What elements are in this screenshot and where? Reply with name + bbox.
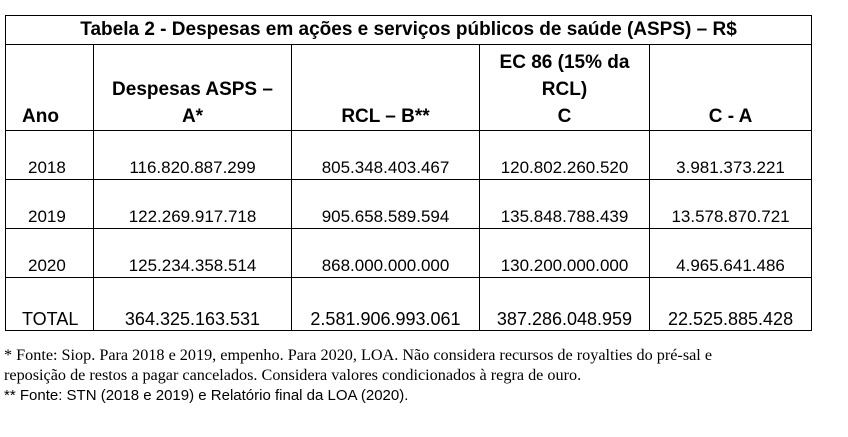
footnote-1-line-1: * Fonte: Siop. Para 2018 e 2019, empenho… xyxy=(4,346,713,364)
header-rcl: RCL – B** xyxy=(291,44,480,131)
header-ano: Ano xyxy=(5,44,94,131)
table-header-row: Ano Despesas ASPS – A* RCL – B** EC 86 (… xyxy=(5,44,813,131)
footnote-1-line-2: reposição de restos a pagar cancelados. … xyxy=(4,366,582,384)
cell-ec86: 120.802.260.520 xyxy=(479,130,650,180)
cell-asps: 125.234.358.514 xyxy=(93,228,292,278)
total-label: TOTAL xyxy=(5,277,94,331)
footnote-2: ** Fonte: STN (2018 e 2019) e Relatório … xyxy=(4,387,409,404)
cell-diff: 4.965.641.486 xyxy=(648,228,813,278)
header-ec86-line1: EC 86 (15% da xyxy=(499,52,630,73)
header-ec86-line2: RCL) xyxy=(541,79,588,100)
cell-asps: 122.269.917.718 xyxy=(93,179,292,229)
cell-ano: 2018 xyxy=(5,130,94,180)
header-c-minus-a-label: C - A xyxy=(708,106,753,127)
table-row: 2019 122.269.917.718 905.658.589.594 135… xyxy=(5,179,813,229)
cell-asps: 116.820.887.299 xyxy=(93,130,292,180)
cell-diff: 3.981.373.221 xyxy=(648,130,813,180)
header-ano-label: Ano xyxy=(22,106,59,127)
header-ec86: EC 86 (15% da RCL) C xyxy=(479,44,650,131)
total-asps: 364.325.163.531 xyxy=(93,277,292,331)
cell-ano: 2019 xyxy=(5,179,94,229)
total-rcl: 2.581.906.993.061 xyxy=(291,277,480,331)
header-despesas-asps: Despesas ASPS – A* xyxy=(93,44,292,131)
asps-expenses-table: Tabela 2 - Despesas em ações e serviços … xyxy=(4,15,813,331)
header-despesas-asps-line3: A* xyxy=(181,106,204,127)
table-title: Tabela 2 - Despesas em ações e serviços … xyxy=(4,15,813,45)
cell-rcl: 868.000.000.000 xyxy=(291,228,480,278)
header-despesas-asps-line2: Despesas ASPS – xyxy=(112,79,273,100)
cell-rcl: 905.658.589.594 xyxy=(291,179,480,229)
table-title-row: Tabela 2 - Despesas em ações e serviços … xyxy=(4,15,813,45)
cell-diff: 13.578.870.721 xyxy=(648,179,813,229)
table-row: 2020 125.234.358.514 868.000.000.000 130… xyxy=(5,228,813,278)
cell-ano: 2020 xyxy=(5,228,94,278)
header-ec86-line3: C xyxy=(557,106,572,127)
table-row: 2018 116.820.887.299 805.348.403.467 120… xyxy=(5,130,813,180)
cell-ec86: 135.848.788.439 xyxy=(479,179,650,229)
footnotes: * Fonte: Siop. Para 2018 e 2019, empenho… xyxy=(4,345,848,407)
table-total-row: TOTAL 364.325.163.531 2.581.906.993.061 … xyxy=(5,277,813,331)
header-rcl-label: RCL – B** xyxy=(341,106,430,127)
total-ec86: 387.286.048.959 xyxy=(479,277,650,331)
total-diff: 22.525.885.428 xyxy=(648,277,813,331)
cell-rcl: 805.348.403.467 xyxy=(291,130,480,180)
header-c-minus-a: C - A xyxy=(648,44,813,131)
cell-ec86: 130.200.000.000 xyxy=(479,228,650,278)
